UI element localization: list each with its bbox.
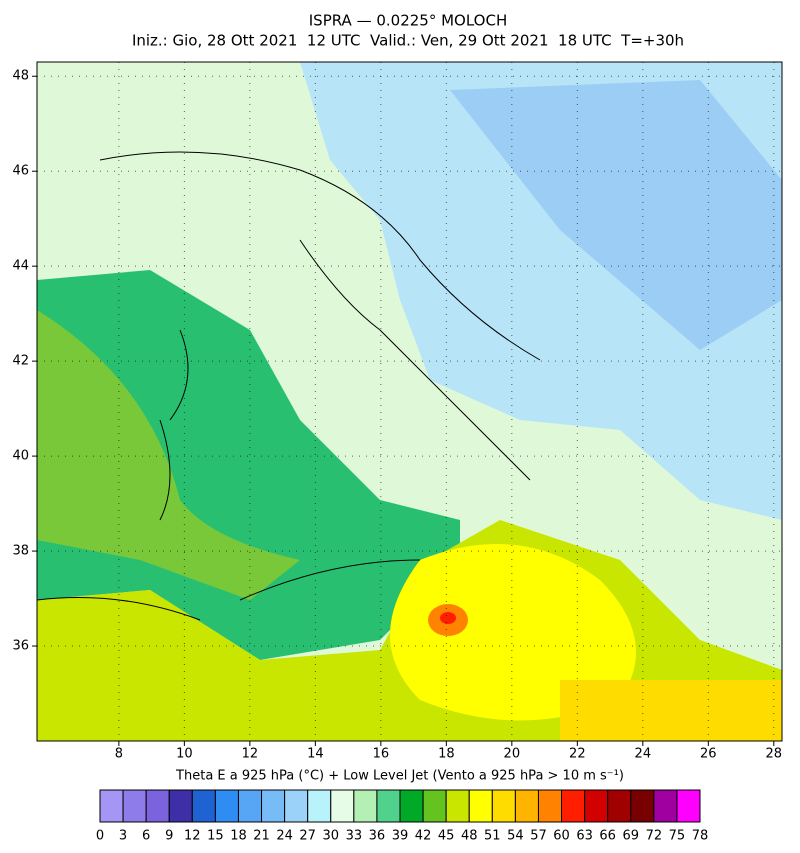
colorbar-box bbox=[422, 789, 447, 823]
x-tick-label: 18 bbox=[438, 747, 455, 762]
colorbar-tick-label: 33 bbox=[346, 829, 363, 844]
colorbar-box bbox=[676, 789, 701, 823]
colorbar-tick-label: 45 bbox=[438, 829, 455, 844]
colorbar-box bbox=[353, 789, 378, 823]
y-tick-label: 42 bbox=[12, 354, 29, 369]
x-tick-label: 8 bbox=[115, 747, 123, 762]
x-tick-label: 16 bbox=[373, 747, 390, 762]
colorbar-tick-label: 15 bbox=[207, 829, 224, 844]
colorbar-box bbox=[445, 789, 470, 823]
colorbar-box bbox=[330, 789, 355, 823]
cyclone-center bbox=[440, 612, 456, 624]
colorbar-tick-label: 42 bbox=[415, 829, 432, 844]
colorbar-box bbox=[284, 789, 309, 823]
x-tick-label: 14 bbox=[307, 747, 324, 762]
colorbar-tick-label: 57 bbox=[530, 829, 547, 844]
colorbar-label: Theta E a 925 hPa (°C) + Low Level Jet (… bbox=[175, 769, 624, 784]
colorbar-tick-label: 75 bbox=[669, 829, 686, 844]
x-tick-label: 24 bbox=[635, 747, 652, 762]
y-tick-label: 40 bbox=[12, 449, 29, 464]
colorbar-tick-label: 63 bbox=[576, 829, 593, 844]
colorbar-tick-label: 60 bbox=[553, 829, 570, 844]
colorbar-tick-label: 39 bbox=[392, 829, 409, 844]
colorbar-box bbox=[307, 789, 332, 823]
x-tick-label: 26 bbox=[700, 747, 717, 762]
colorbar-box bbox=[376, 789, 401, 823]
colorbar-box bbox=[630, 789, 655, 823]
colorbar-box bbox=[145, 789, 170, 823]
hot-core bbox=[560, 680, 782, 741]
title: ISPRA — 0.0225° MOLOCH bbox=[309, 12, 508, 30]
colorbar-tick-label: 66 bbox=[599, 829, 616, 844]
colorbar-box bbox=[561, 789, 586, 823]
colorbar-box bbox=[99, 789, 124, 823]
colorbar-box bbox=[122, 789, 147, 823]
colorbar-box bbox=[607, 789, 632, 823]
colorbar-tick-label: 6 bbox=[142, 829, 150, 844]
colorbar-tick-label: 0 bbox=[96, 829, 104, 844]
colorbar-tick-label: 12 bbox=[184, 829, 201, 844]
x-tick-label: 10 bbox=[176, 747, 193, 762]
colorbar-box bbox=[261, 789, 286, 823]
colorbar-tick-label: 9 bbox=[165, 829, 173, 844]
coastline bbox=[99, 151, 541, 361]
colorbar-tick-label: 3 bbox=[119, 829, 127, 844]
y-tick-label: 38 bbox=[12, 544, 29, 559]
colorbar-tick-label: 48 bbox=[461, 829, 478, 844]
colorbar-box bbox=[399, 789, 424, 823]
colorbar-box bbox=[653, 789, 678, 823]
x-tick-label: 12 bbox=[242, 747, 259, 762]
y-tick-label: 48 bbox=[12, 69, 29, 84]
colorbar-box bbox=[214, 789, 239, 823]
warm-area bbox=[37, 270, 460, 660]
subtitle: Iniz.: Gio, 28 Ott 2021 12 UTC Valid.: V… bbox=[132, 32, 684, 50]
colorbar-box bbox=[514, 789, 539, 823]
colorbar-box bbox=[537, 789, 563, 823]
cyclone-area bbox=[390, 544, 636, 721]
cold-core bbox=[450, 80, 782, 350]
colorbar-box bbox=[584, 789, 609, 823]
y-tick-label: 36 bbox=[12, 639, 29, 654]
colorbar-tick-label: 36 bbox=[369, 829, 386, 844]
x-tick-label: 22 bbox=[569, 747, 586, 762]
x-tick-label: 28 bbox=[766, 747, 783, 762]
colorbar-box bbox=[491, 789, 516, 823]
colorbar-tick-label: 24 bbox=[276, 829, 293, 844]
colorbar-box bbox=[237, 789, 263, 823]
colorbar-box bbox=[191, 789, 216, 823]
colorbar-tick-label: 18 bbox=[230, 829, 247, 844]
colorbar-tick-label: 30 bbox=[322, 829, 339, 844]
colorbar-box bbox=[168, 789, 193, 823]
colorbar-tick-label: 21 bbox=[253, 829, 270, 844]
colorbar-tick-label: 72 bbox=[646, 829, 663, 844]
y-tick-label: 44 bbox=[12, 259, 29, 274]
warm-band bbox=[37, 310, 300, 600]
colorbar-box bbox=[468, 789, 493, 823]
x-tick-label: 20 bbox=[504, 747, 521, 762]
map-field bbox=[37, 62, 782, 741]
colorbar-tick-label: 69 bbox=[622, 829, 639, 844]
colorbar-tick-label: 78 bbox=[692, 829, 709, 844]
colorbar-tick-label: 27 bbox=[299, 829, 316, 844]
colorbar-tick-label: 51 bbox=[484, 829, 501, 844]
y-tick-label: 46 bbox=[12, 164, 29, 179]
colorbar-tick-label: 54 bbox=[507, 829, 524, 844]
coastline bbox=[37, 239, 531, 621]
map-frame bbox=[36, 61, 783, 742]
